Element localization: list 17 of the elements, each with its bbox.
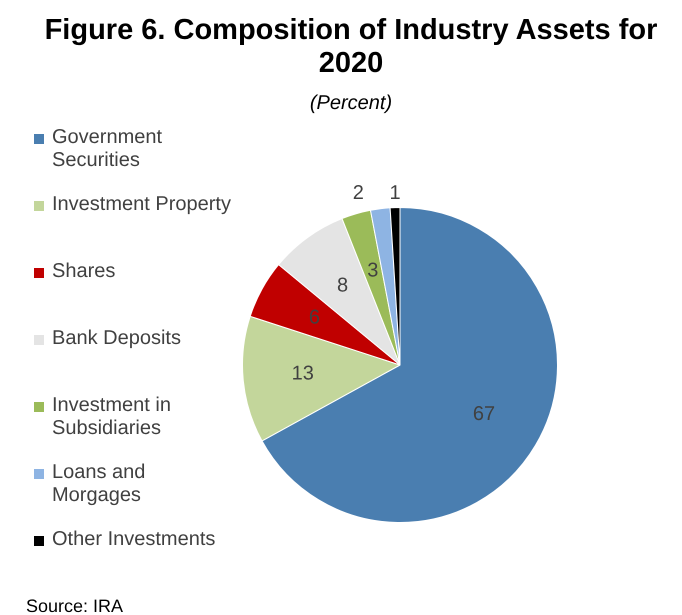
- source-note: Source: IRA: [26, 596, 124, 615]
- legend-label: Government Securities: [52, 126, 164, 172]
- legend-label: Shares: [52, 260, 116, 283]
- data-label: 8: [337, 274, 348, 297]
- chart-subtitle: (Percent): [308, 92, 394, 115]
- data-label: 67: [472, 403, 496, 426]
- legend-label: Bank Deposits: [52, 327, 181, 350]
- chart-title: Figure 6. Composition of Industry Assets for 2020: [44, 14, 658, 80]
- data-label: 6: [308, 306, 320, 328]
- legend-label: Investment in Subsidiaries: [52, 394, 172, 440]
- legend-label: Loans and Morgages: [52, 461, 146, 507]
- legend-label: Investment Property: [52, 193, 231, 216]
- data-label: 2: [352, 182, 364, 204]
- data-label: 1: [389, 182, 401, 204]
- data-label: 13: [292, 362, 314, 385]
- data-label: 3: [367, 260, 378, 282]
- legend-label: Other Investments: [52, 528, 216, 551]
